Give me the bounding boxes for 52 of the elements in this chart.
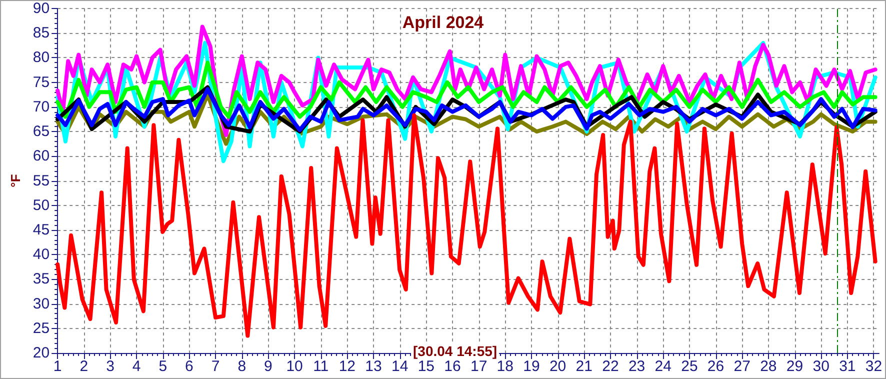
x-tick-label: 8: [238, 358, 246, 375]
y-tick-label: 55: [32, 172, 50, 190]
x-tick-label: 1: [53, 358, 62, 375]
x-tick-label: 9: [264, 358, 272, 375]
y-tick-label: 70: [32, 98, 50, 116]
y-tick-label: 40: [32, 246, 50, 264]
x-tick-label: 32: [865, 358, 882, 375]
x-tick-label: 12: [338, 358, 356, 375]
x-tick-label: 15: [418, 358, 435, 375]
y-tick-label: 20: [32, 344, 50, 362]
x-tick-label: 18: [496, 358, 514, 375]
y-tick-label: 35: [32, 270, 50, 288]
x-tick-label: 16: [444, 358, 461, 375]
y-tick-label: 60: [32, 148, 50, 165]
x-tick-label: 2: [80, 358, 88, 375]
y-tick-label: 75: [32, 74, 50, 91]
x-tick-label: 29: [786, 358, 804, 375]
x-tick-label: 7: [211, 358, 220, 375]
x-tick-label: 21: [576, 358, 592, 375]
x-tick-label: 27: [734, 358, 750, 375]
x-tick-label: 19: [523, 358, 540, 375]
annotation: [30.04 14:55]: [413, 343, 498, 359]
x-tick-label: 30: [812, 358, 830, 375]
x-tick-label: 11: [313, 358, 329, 375]
y-tick-label: 30: [32, 295, 50, 312]
y-tick-label: 65: [32, 123, 50, 140]
x-tick-label: 23: [628, 358, 646, 375]
x-tick-label: 31: [839, 358, 856, 375]
y-tick-label: 90: [32, 0, 50, 17]
x-tick-label: 20: [549, 358, 566, 375]
x-tick-label: 4: [132, 358, 141, 375]
y-tick-label: 45: [32, 221, 50, 238]
x-tick-label: 10: [286, 358, 303, 375]
x-tick-label: 5: [158, 358, 168, 375]
x-tick-label: 17: [470, 358, 488, 375]
x-tick-label: 6: [185, 358, 194, 375]
x-tick-label: 3: [106, 358, 114, 375]
line-series: [56, 113, 878, 338]
y-tick-label: 80: [32, 49, 50, 66]
x-tick-label: 25: [681, 358, 698, 375]
x-tick-label: 26: [707, 358, 724, 375]
line-series: [56, 60, 878, 119]
x-tick-label: 22: [602, 358, 619, 375]
x-tick-label: 24: [654, 358, 672, 375]
chart-title: April 2024: [402, 13, 484, 32]
x-tick-label: 14: [391, 358, 408, 375]
y-tick-label: 50: [32, 196, 50, 214]
y-tick-label: 85: [32, 24, 50, 42]
y-axis-title: °F: [8, 174, 23, 188]
x-tick-label: 13: [365, 358, 382, 375]
x-tick-label: 28: [760, 358, 777, 375]
y-tick-label: 25: [32, 320, 50, 337]
